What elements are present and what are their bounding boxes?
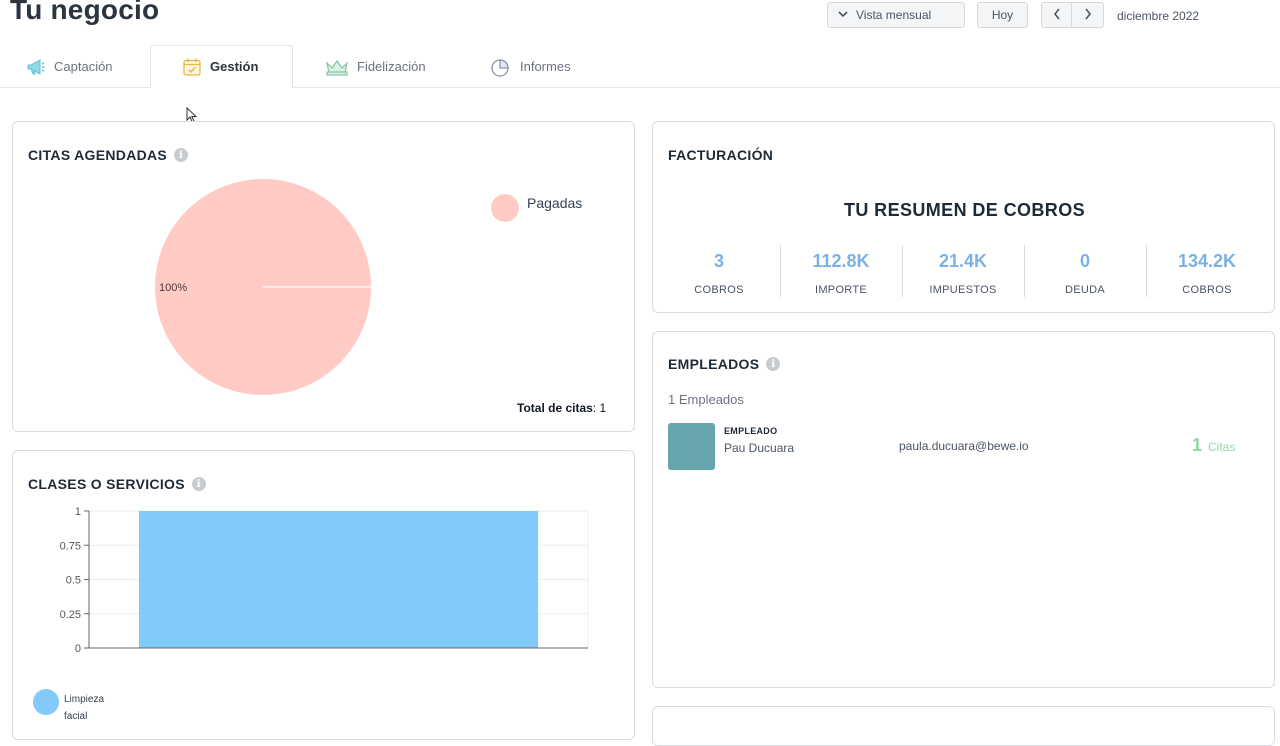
citas-card: CITAS AGENDADAS i 100% Pagadas Total de …	[12, 121, 635, 432]
view-select-label: Vista mensual	[856, 8, 932, 22]
tab-gestion[interactable]: Gestión	[150, 45, 293, 88]
info-icon[interactable]: i	[766, 357, 781, 371]
y-tick-label: 0	[75, 643, 81, 655]
tabs-divider	[0, 87, 1280, 88]
stat-cobros-total: 134.2K COBROS	[1146, 245, 1268, 297]
empleados-title-text: EMPLEADOS	[668, 356, 760, 372]
legend-label-pagadas: Pagadas	[527, 195, 583, 211]
facturacion-card: FACTURACIÓN TU RESUMEN DE COBROS	[652, 121, 1275, 313]
empleados-title: EMPLEADOS i	[668, 356, 781, 372]
stat-importe: 112.8K IMPORTE	[780, 245, 902, 297]
employee-citas-label: Citas	[1208, 440, 1236, 454]
total-citas-label: Total de citas	[517, 401, 593, 415]
tab-fidelizacion[interactable]: Fidelización	[325, 45, 426, 88]
stat-label: IMPORTE	[814, 284, 867, 296]
tab-fidelizacion-label: Fidelización	[357, 59, 426, 74]
tab-captacion-label: Captación	[54, 59, 113, 74]
y-tick-label: 0.25	[60, 609, 81, 621]
servicios-title-text: CLASES O SERVICIOS	[28, 476, 185, 492]
avatar	[668, 423, 715, 470]
pie-chart-icon	[490, 57, 510, 77]
employee-citas: 1 Citas	[1192, 435, 1235, 456]
page-title: Tu negocio	[10, 0, 160, 25]
empleados-count: 1 Empleados	[668, 392, 744, 407]
tab-informes[interactable]: Informes	[490, 45, 571, 88]
stat-separator	[780, 245, 781, 297]
stat-separator	[1146, 245, 1147, 297]
pie-label: 100%	[159, 282, 187, 294]
y-tick-label: 1	[75, 506, 81, 518]
view-select[interactable]: Vista mensual	[827, 2, 965, 28]
y-tick-label: 0.75	[60, 540, 81, 552]
stat-label: COBROS	[1182, 284, 1232, 296]
stat-label: IMPUESTOS	[929, 284, 997, 296]
stat-label: DEUDA	[1064, 284, 1105, 296]
empleados-card: EMPLEADOS i 1 Empleados EMPLEADO Pau Duc…	[652, 331, 1275, 688]
tab-gestion-label: Gestión	[210, 59, 259, 74]
tab-informes-label: Informes	[520, 59, 571, 74]
month-label: diciembre 2022	[1117, 9, 1200, 23]
total-citas-value: 1	[599, 401, 607, 415]
employee-citas-value: 1	[1192, 435, 1203, 455]
next-month-button[interactable]	[1071, 2, 1104, 28]
employee-email: paula.ducuara@bewe.io	[899, 439, 1029, 453]
citas-pie-chart: 100%	[155, 179, 371, 395]
today-button[interactable]: Hoy	[977, 2, 1028, 28]
y-tick-label: 0.5	[66, 575, 81, 587]
total-citas: Total de citas: 1	[517, 401, 607, 415]
stat-label: COBROS	[694, 284, 744, 296]
stat-value: 3	[713, 251, 724, 271]
chevron-left-icon	[1053, 8, 1061, 23]
legend-dot-pagadas	[491, 194, 519, 222]
bar-limpieza-facial[interactable]	[138, 511, 539, 648]
servicios-card: CLASES O SERVICIOS i 0 0.25 0.5 0.75 1 Limpi…	[12, 450, 635, 740]
chevron-down-icon	[838, 9, 848, 21]
stat-value: 21.4K	[938, 251, 988, 271]
stat-separator	[1024, 245, 1025, 297]
facturacion-subtitle: TU RESUMEN DE COBROS	[843, 200, 1085, 220]
employee-name: Pau Ducuara	[724, 441, 795, 455]
next-card	[652, 706, 1275, 746]
servicios-title: CLASES O SERVICIOS i	[28, 476, 206, 492]
citas-title-text: CITAS AGENDADAS	[28, 147, 168, 163]
stat-value: 112.8K	[812, 251, 870, 271]
calendar-check-icon	[182, 57, 202, 77]
servicios-bar-chart: 0 0.25 0.5 0.75 1	[60, 506, 589, 655]
legend-label-line1: Limpieza	[64, 694, 105, 705]
stat-deuda: 0 DEUDA	[1024, 245, 1146, 297]
megaphone-icon	[26, 57, 46, 77]
employee-row[interactable]: EMPLEADO Pau Ducuara paula.ducuara@bewe.…	[668, 423, 1274, 471]
legend-label-limpieza: Limpieza facial	[64, 691, 104, 725]
stat-separator	[902, 245, 903, 297]
stat-value: 0	[1079, 251, 1090, 271]
stat-impuestos: 21.4K IMPUESTOS	[902, 245, 1024, 297]
employee-role: EMPLEADO	[724, 426, 778, 436]
facturacion-title: FACTURACIÓN	[668, 147, 774, 163]
citas-title: CITAS AGENDADAS i	[28, 147, 189, 163]
stat-cobros: 3 COBROS	[658, 245, 780, 297]
crown-icon	[325, 57, 349, 77]
prev-month-button[interactable]	[1041, 2, 1072, 28]
stat-value: 134.2K	[1177, 251, 1237, 271]
info-icon[interactable]: i	[191, 477, 206, 491]
info-icon[interactable]: i	[174, 148, 189, 162]
tab-captacion[interactable]: Captación	[26, 45, 113, 88]
chevron-right-icon	[1084, 8, 1092, 23]
legend-label-line2: facial	[64, 711, 88, 722]
legend-dot-limpieza	[33, 689, 59, 715]
